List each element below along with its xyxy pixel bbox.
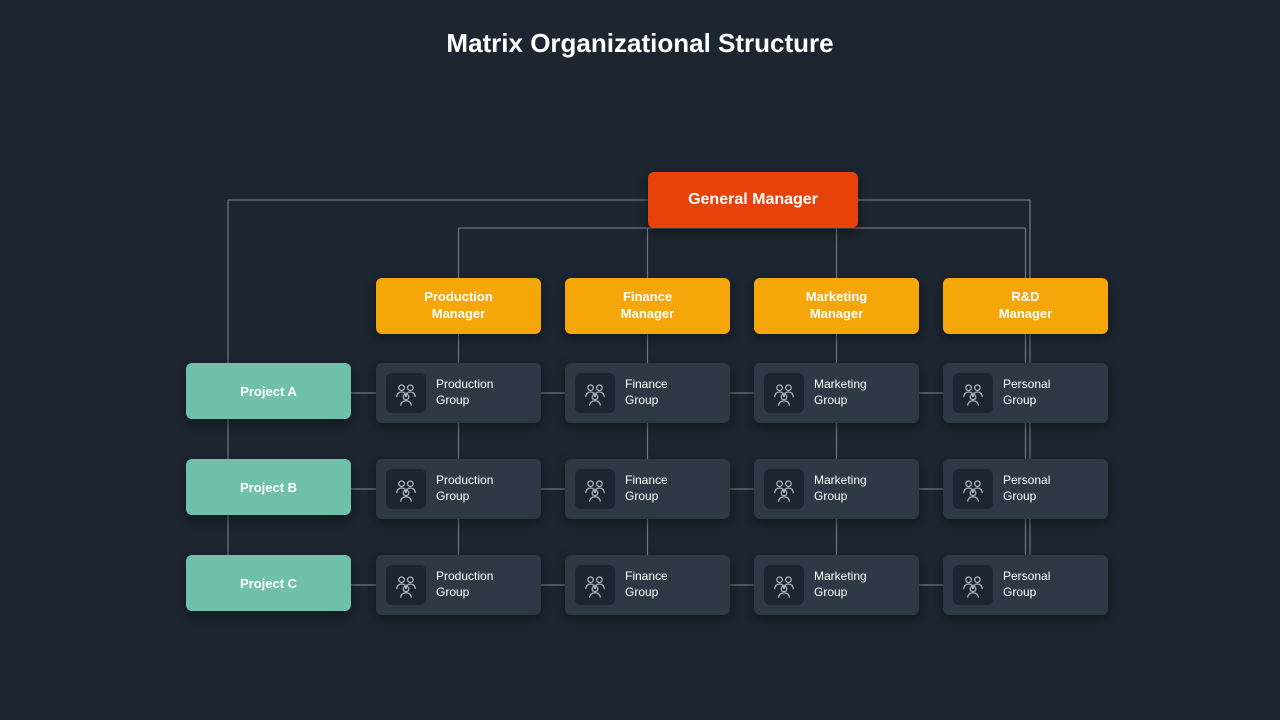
- group-label: PersonalGroup: [1003, 377, 1050, 408]
- people-icon: [386, 565, 426, 605]
- group-cell-r0-c2: MarketingGroup: [754, 363, 919, 423]
- group-label: ProductionGroup: [436, 569, 493, 600]
- group-label: FinanceGroup: [625, 473, 668, 504]
- group-label: ProductionGroup: [436, 473, 493, 504]
- people-icon: [953, 469, 993, 509]
- group-cell-r2-c1: FinanceGroup: [565, 555, 730, 615]
- manager-node-0: ProductionManager: [376, 278, 541, 334]
- group-cell-r2-c3: PersonalGroup: [943, 555, 1108, 615]
- group-label: FinanceGroup: [625, 377, 668, 408]
- project-label: Project B: [240, 480, 297, 495]
- group-label: PersonalGroup: [1003, 473, 1050, 504]
- people-icon: [575, 565, 615, 605]
- group-cell-r1-c0: ProductionGroup: [376, 459, 541, 519]
- project-node-2: Project C: [186, 555, 351, 611]
- people-icon: [386, 373, 426, 413]
- group-label: MarketingGroup: [814, 473, 867, 504]
- people-icon: [575, 469, 615, 509]
- project-label: Project C: [240, 576, 297, 591]
- people-icon: [953, 373, 993, 413]
- group-label: MarketingGroup: [814, 569, 867, 600]
- group-cell-r0-c1: FinanceGroup: [565, 363, 730, 423]
- page-title: Matrix Organizational Structure: [0, 28, 1280, 59]
- people-icon: [764, 373, 804, 413]
- people-icon: [953, 565, 993, 605]
- project-node-0: Project A: [186, 363, 351, 419]
- gm-label: General Manager: [688, 191, 818, 209]
- manager-node-2: MarketingManager: [754, 278, 919, 334]
- manager-label: R&DManager: [999, 289, 1052, 323]
- group-cell-r1-c1: FinanceGroup: [565, 459, 730, 519]
- project-node-1: Project B: [186, 459, 351, 515]
- people-icon: [386, 469, 426, 509]
- manager-node-3: R&DManager: [943, 278, 1108, 334]
- manager-node-1: FinanceManager: [565, 278, 730, 334]
- group-label: PersonalGroup: [1003, 569, 1050, 600]
- manager-label: MarketingManager: [806, 289, 867, 323]
- group-cell-r2-c0: ProductionGroup: [376, 555, 541, 615]
- people-icon: [575, 373, 615, 413]
- group-cell-r0-c3: PersonalGroup: [943, 363, 1108, 423]
- general-manager-node: General Manager: [648, 172, 858, 228]
- group-cell-r2-c2: MarketingGroup: [754, 555, 919, 615]
- people-icon: [764, 469, 804, 509]
- manager-label: ProductionManager: [424, 289, 493, 323]
- group-label: MarketingGroup: [814, 377, 867, 408]
- manager-label: FinanceManager: [621, 289, 674, 323]
- people-icon: [764, 565, 804, 605]
- group-cell-r0-c0: ProductionGroup: [376, 363, 541, 423]
- group-label: ProductionGroup: [436, 377, 493, 408]
- project-label: Project A: [240, 384, 297, 399]
- group-cell-r1-c3: PersonalGroup: [943, 459, 1108, 519]
- group-label: FinanceGroup: [625, 569, 668, 600]
- group-cell-r1-c2: MarketingGroup: [754, 459, 919, 519]
